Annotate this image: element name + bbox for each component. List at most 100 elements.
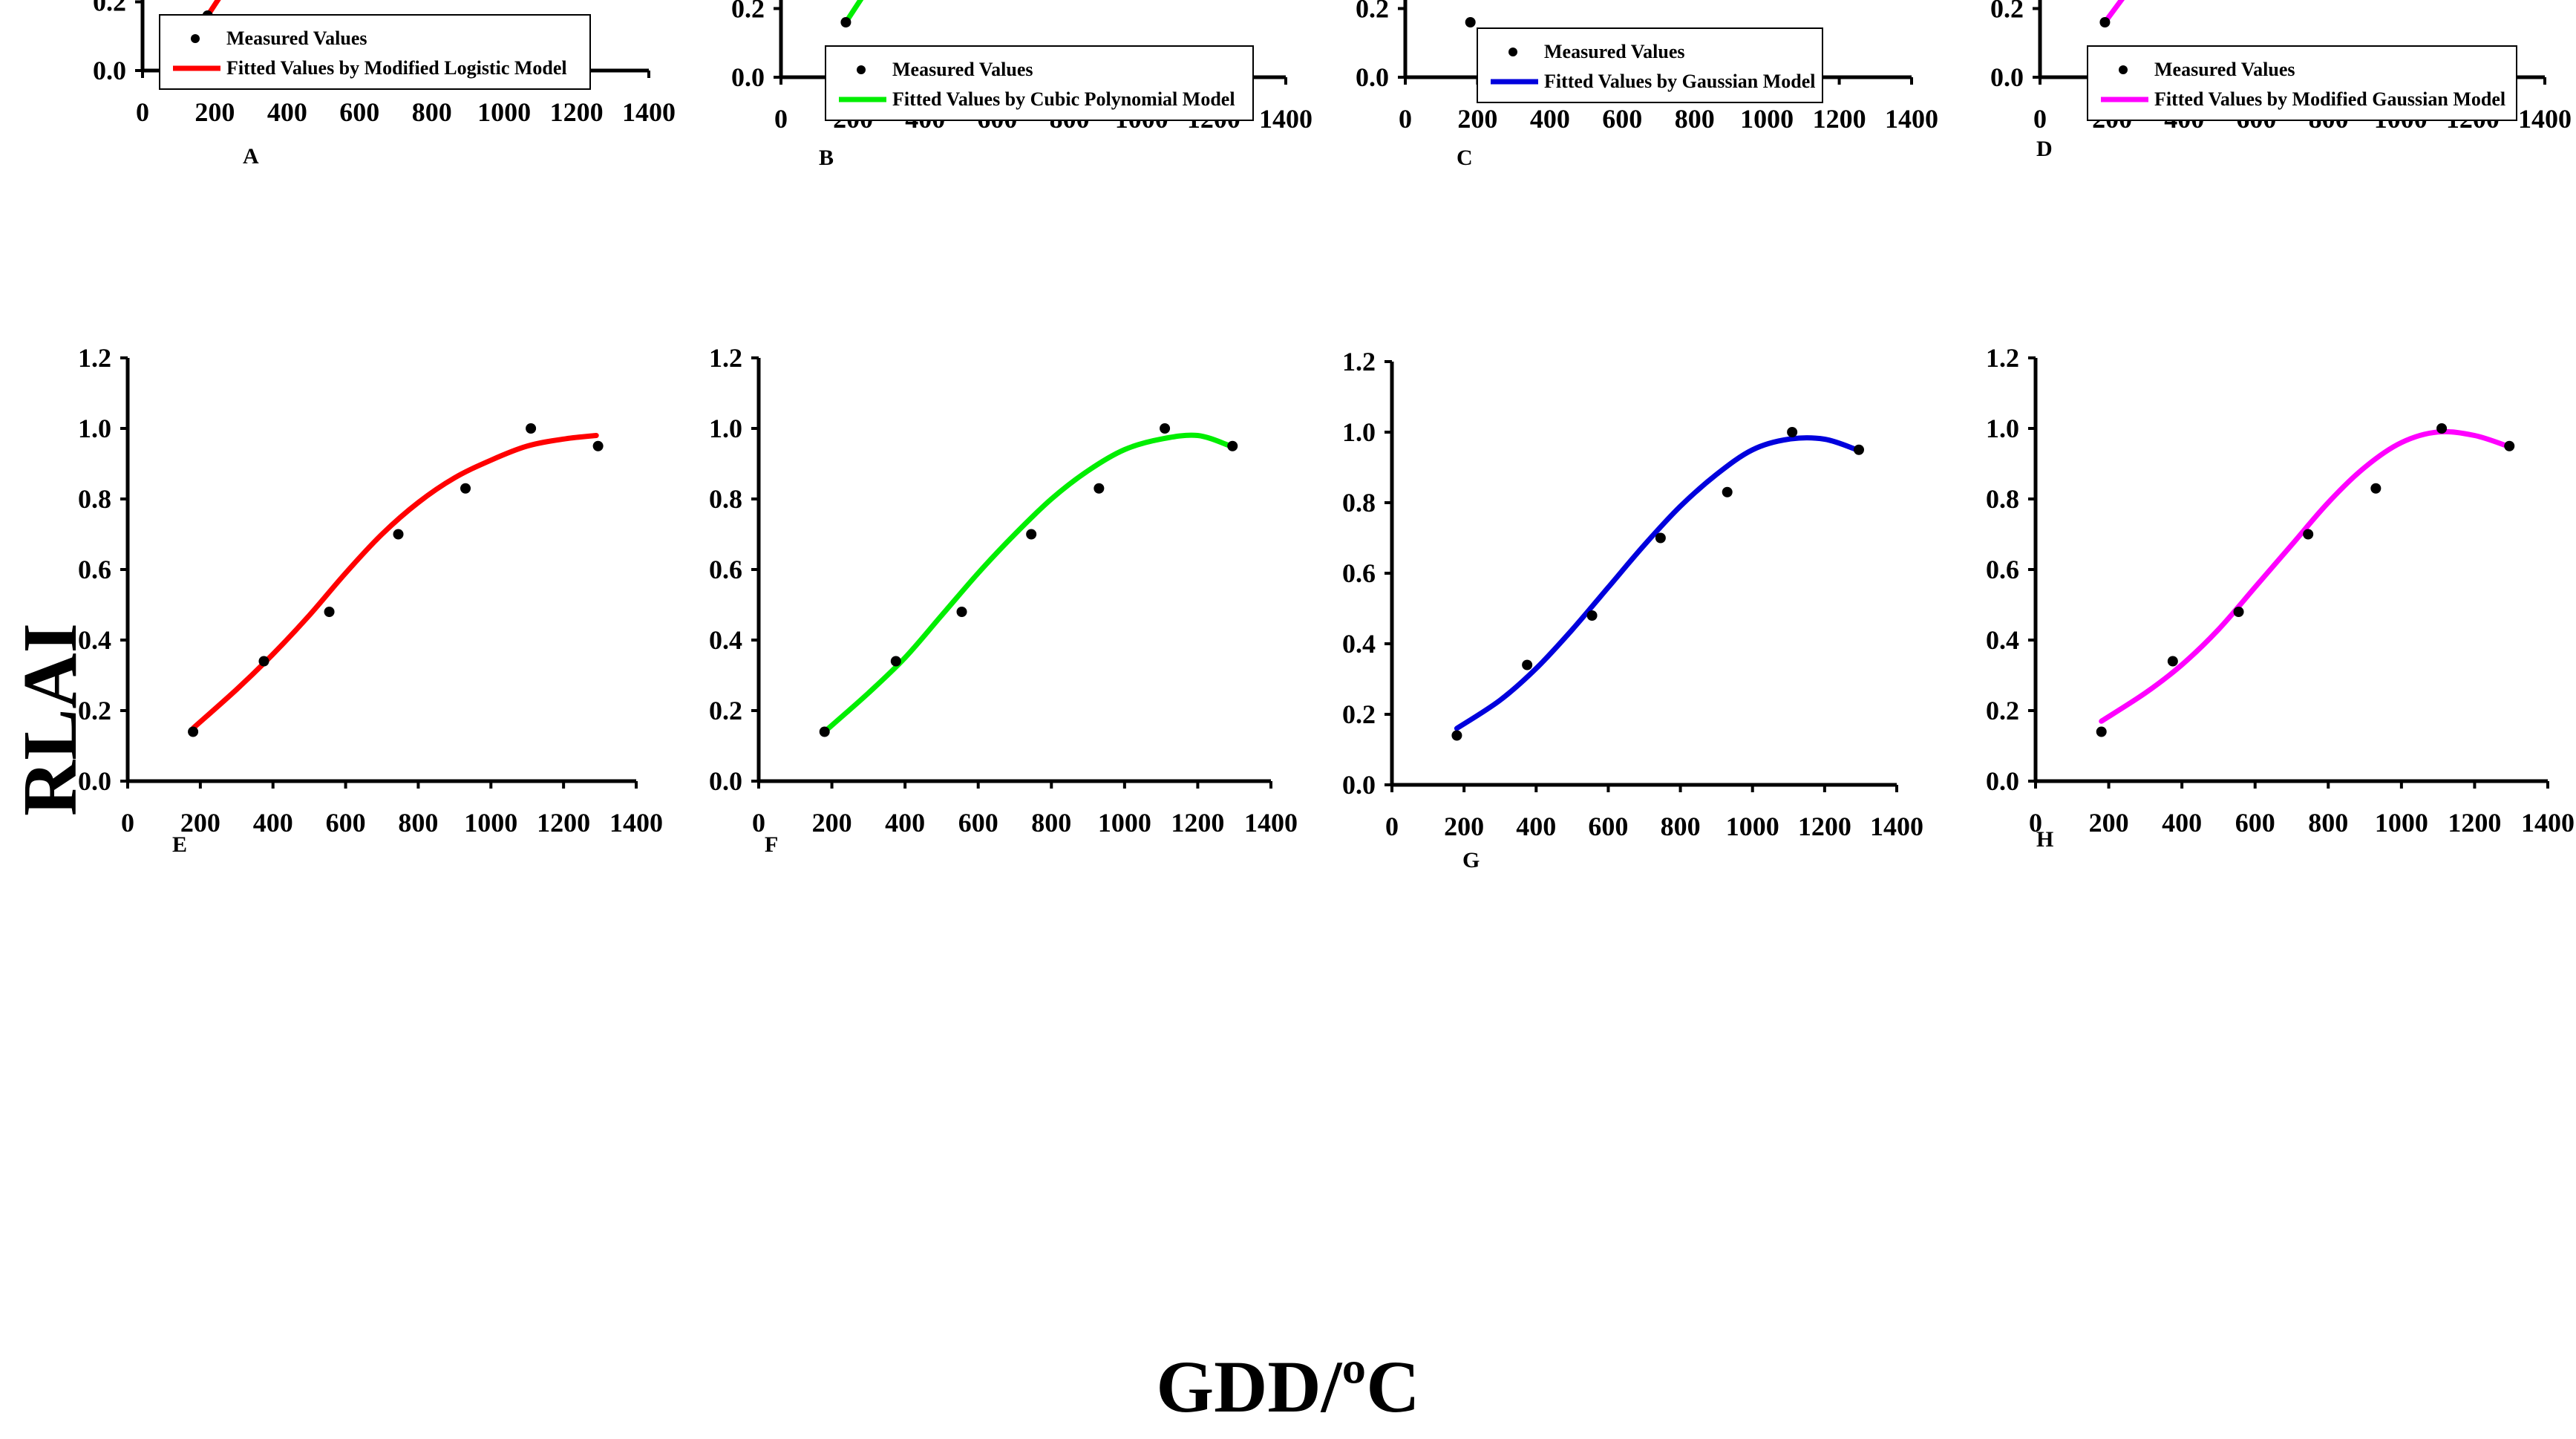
y-tick-label: 0.0 bbox=[1990, 62, 2024, 92]
chart-panel-c: 0.00.20.40.60.81.01.20200400600800100012… bbox=[1356, 0, 1938, 170]
x-tick-label: 0 bbox=[1385, 812, 1399, 841]
chart-panel-h: 0.0 0.2 0.4 0.6 0.8 1.0 1.2 0 200 400 600 800 1000 12… bbox=[1986, 343, 2575, 852]
x-tick-label: 600 bbox=[1602, 104, 1642, 134]
x-tick-label: 400 bbox=[253, 808, 293, 838]
y-tick-label: 0.8 bbox=[78, 484, 111, 514]
x-tick-label: 0 bbox=[774, 104, 788, 134]
measured-point bbox=[890, 656, 901, 667]
panel-label: B bbox=[819, 146, 834, 170]
x-tick-label: 1400 bbox=[1259, 104, 1312, 134]
y-tick-label: 0.0 bbox=[78, 766, 111, 796]
y-tick-label: 1.0 bbox=[1986, 414, 2019, 443]
chart-panel-d: 0.00.20.40.60.81.01.20200400600800100012… bbox=[1990, 0, 2572, 161]
measured-point bbox=[2167, 656, 2178, 667]
measured-point bbox=[1094, 483, 1105, 494]
x-tick-label: 600 bbox=[958, 808, 998, 838]
x-tick-label: 1200 bbox=[1813, 104, 1866, 134]
legend-label-measured: Measured Values bbox=[892, 59, 1033, 80]
panel-label: G bbox=[1462, 848, 1480, 872]
measured-point bbox=[1465, 17, 1476, 27]
x-tick-label: 0 bbox=[121, 808, 134, 838]
fitted-curve bbox=[190, 433, 599, 731]
x-tick-label: 1200 bbox=[1798, 812, 1851, 841]
x-tick-label: 200 bbox=[2089, 808, 2129, 838]
x-tick-label: 200 bbox=[812, 808, 852, 838]
fitted-curve bbox=[822, 432, 1234, 734]
measured-point bbox=[1586, 610, 1598, 621]
y-tick-label: 0.6 bbox=[1342, 558, 1376, 588]
legend-label-fitted: Fitted Values by Modified Gaussian Model bbox=[2154, 88, 2505, 110]
y-tick-label: 0.0 bbox=[1342, 770, 1376, 800]
chart-panel-g: 0.0 0.2 0.4 0.6 0.8 1.0 1.2 0 200 400 600 800 1000 12… bbox=[1342, 347, 1923, 872]
legend-label-fitted: Fitted Values by Modified Logistic Model bbox=[226, 57, 567, 79]
x-tick-label: 1200 bbox=[550, 97, 604, 127]
x-tick-label: 200 bbox=[1444, 812, 1484, 841]
figure-x-axis-label: GDD/ºC bbox=[1156, 1345, 1420, 1428]
legend: Measured Values Fitted Values by Modified… bbox=[159, 14, 591, 90]
panel-label: D bbox=[2036, 137, 2053, 161]
x-tick-label: 1200 bbox=[537, 808, 590, 838]
y-tick-label: 1.2 bbox=[1986, 343, 2019, 373]
x-tick-label: 0 bbox=[2033, 104, 2047, 134]
x-tick-label: 600 bbox=[1588, 812, 1628, 841]
legend-label-fitted: Fitted Values by Cubic Polynomial Model bbox=[892, 88, 1235, 110]
measured-point bbox=[2504, 440, 2515, 451]
y-tick-label: 0.0 bbox=[709, 766, 742, 796]
x-tick-label: 400 bbox=[1516, 812, 1556, 841]
y-tick-label: 1.2 bbox=[1342, 347, 1376, 376]
x-tick-label: 1000 bbox=[1740, 104, 1794, 134]
y-tick-label: 0.2 bbox=[93, 0, 126, 17]
legend-box bbox=[1477, 27, 1823, 103]
x-tick-label: 600 bbox=[326, 808, 366, 838]
measured-point bbox=[2233, 607, 2244, 617]
chart-panel-f: 0.0 0.2 0.4 0.6 0.8 1.0 1.2 0 200 400 600 800 1000 12… bbox=[709, 343, 1298, 857]
measured-point bbox=[1854, 444, 1864, 455]
x-tick-label: 400 bbox=[267, 97, 307, 127]
x-tick-label: 1400 bbox=[622, 97, 676, 127]
y-tick-label: 0.4 bbox=[78, 625, 111, 655]
x-tick-label: 1400 bbox=[1885, 104, 1938, 134]
legend-label-measured: Measured Values bbox=[226, 27, 367, 49]
x-tick-label: 1000 bbox=[2375, 808, 2428, 838]
fitted-curve bbox=[843, 0, 864, 25]
y-tick-label: 1.0 bbox=[1342, 417, 1376, 447]
x-tick-label: 800 bbox=[1661, 812, 1701, 841]
fitted-curve bbox=[205, 0, 221, 19]
measured-point bbox=[1655, 532, 1666, 544]
legend: Measured Values Fitted Values by Gaussian… bbox=[1477, 27, 1823, 103]
y-tick-label: 0.6 bbox=[78, 555, 111, 584]
x-tick-label: 0 bbox=[1399, 104, 1412, 134]
fitted-curve bbox=[2099, 428, 2511, 724]
legend-marker-measured bbox=[857, 65, 866, 74]
measured-point bbox=[2099, 17, 2111, 27]
y-tick-label: 0.8 bbox=[1986, 484, 2019, 514]
legend-box bbox=[825, 45, 1254, 121]
legend-marker-measured bbox=[191, 34, 200, 43]
measured-point bbox=[258, 656, 269, 667]
chart-panel-e: 0.0 0.2 0.4 0.6 0.8 1.0 1.2 0 200 400 600 800 1000 12… bbox=[78, 343, 663, 857]
legend: Measured Values Fitted Values by Cubic Po… bbox=[825, 45, 1254, 121]
y-tick-label: 0.2 bbox=[1356, 0, 1389, 24]
measured-point bbox=[1722, 486, 1733, 497]
measured-point bbox=[526, 423, 537, 434]
x-tick-label: 1400 bbox=[2518, 104, 2572, 134]
y-tick-label: 1.0 bbox=[709, 414, 742, 443]
y-tick-label: 0.4 bbox=[709, 625, 742, 655]
x-tick-label: 0 bbox=[752, 808, 765, 838]
y-tick-label: 0.2 bbox=[78, 696, 111, 725]
x-tick-label: 200 bbox=[194, 97, 235, 127]
x-tick-label: 200 bbox=[180, 808, 220, 838]
measured-point bbox=[1787, 427, 1798, 437]
y-tick-label: 0.2 bbox=[1990, 0, 2024, 24]
y-tick-label: 0.8 bbox=[709, 484, 742, 514]
legend-box bbox=[159, 14, 591, 90]
measured-point bbox=[2436, 423, 2448, 434]
x-tick-label: 1400 bbox=[609, 808, 663, 838]
x-tick-label: 1000 bbox=[1098, 808, 1151, 838]
measured-point bbox=[1522, 659, 1533, 670]
y-tick-label: 0.2 bbox=[1986, 696, 2019, 725]
y-tick-label: 0.0 bbox=[93, 56, 126, 85]
legend-label-measured: Measured Values bbox=[1544, 41, 1685, 62]
